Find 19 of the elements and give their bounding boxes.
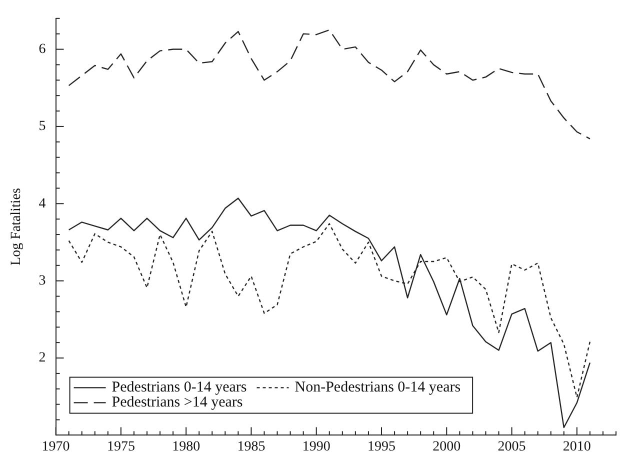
x-tick-label: 1995 (368, 439, 396, 454)
y-tick-label: 4 (38, 196, 46, 212)
x-tick-label: 2000 (432, 439, 461, 454)
line-series (68, 29, 591, 140)
legend-label: Pedestrians 0-14 years (112, 380, 247, 396)
y-tick-label: 5 (38, 119, 46, 134)
x-tick-label: 1990 (302, 439, 330, 454)
y-tick-label: 2 (38, 350, 46, 366)
x-tick-label: 1975 (106, 439, 135, 454)
x-tick-label: 1985 (237, 439, 266, 454)
x-tick-label: 1970 (42, 439, 70, 454)
legend-label: Pedestrians >14 years (112, 394, 243, 411)
x-tick-label: 2005 (498, 439, 526, 454)
y-tick-label: 6 (38, 42, 46, 57)
legend-label: Non-Pedestrians 0-14 years (294, 380, 461, 396)
x-tick-label: 1980 (172, 439, 200, 454)
y-axis-title: Log Fatalities (9, 188, 24, 266)
x-tick-label: 2010 (562, 439, 591, 454)
y-tick-label: 3 (38, 274, 46, 288)
